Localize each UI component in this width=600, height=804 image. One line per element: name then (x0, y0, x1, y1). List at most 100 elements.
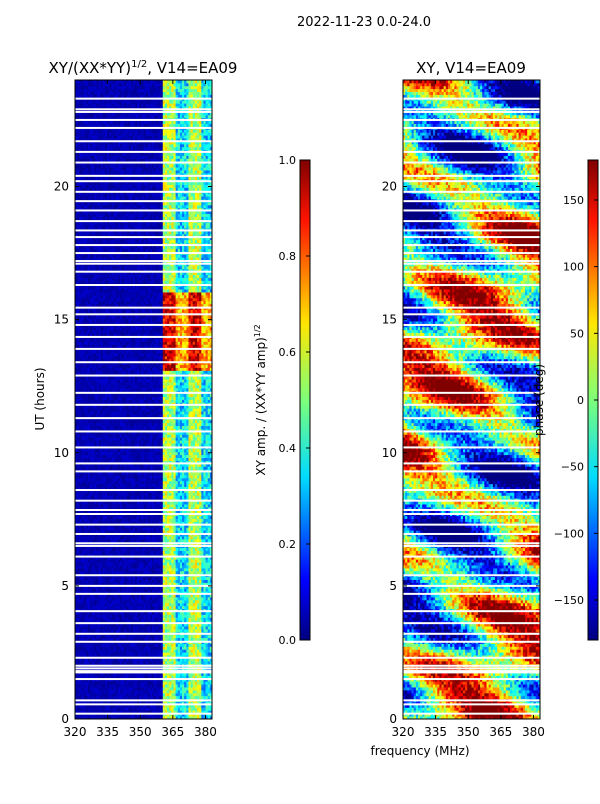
heatmap-cell (79, 695, 82, 700)
heatmap-cell (162, 605, 166, 610)
heatmap-cell (182, 623, 185, 627)
heatmap-cell (209, 681, 212, 685)
heatmap-cell (137, 655, 140, 659)
heatmap-cell (162, 599, 166, 604)
heatmap-cell (171, 617, 174, 621)
heatmap-cell (104, 594, 108, 598)
heatmap-cell (141, 655, 144, 659)
heatmap-cell (77, 605, 80, 610)
heatmap-cell (149, 643, 153, 647)
heatmap-cell (203, 681, 206, 685)
heatmap-cell (117, 660, 121, 665)
heatmap-cell (190, 649, 194, 653)
heatmap-cell (107, 605, 110, 610)
heatmap-cell (205, 634, 209, 639)
heatmap-cell (107, 614, 110, 618)
heatmap-cell (100, 681, 104, 685)
heatmap-cell (100, 701, 104, 705)
heatmap-cell (79, 707, 82, 711)
heatmap-cell (92, 611, 95, 615)
heatmap-cell (162, 620, 166, 624)
heatmap-cell (156, 652, 159, 656)
heatmap-cell (182, 617, 185, 621)
heatmap-cell (167, 605, 170, 610)
heatmap-cell (109, 707, 112, 711)
heatmap-cell (160, 591, 164, 595)
heatmap-cell (130, 687, 134, 691)
heatmap-cell (143, 672, 147, 676)
heatmap-cell (184, 658, 187, 662)
heatmap-cell (77, 695, 80, 700)
heatmap-cell (96, 672, 99, 676)
heatmap-cell (128, 646, 132, 650)
heatmap-cell (94, 689, 97, 694)
heatmap-cell (100, 707, 104, 711)
heatmap-cell (169, 716, 172, 719)
heatmap-cell (98, 591, 102, 595)
heatmap-cell (175, 692, 179, 697)
heatmap-cell (139, 710, 142, 714)
heatmap-cell (113, 675, 117, 679)
heatmap-cell (199, 611, 202, 615)
heatmap-cell (175, 684, 179, 688)
heatmap-cell (175, 681, 179, 685)
heatmap-cell (102, 617, 106, 621)
heatmap-cell (102, 655, 106, 659)
heatmap-cell (132, 643, 136, 647)
heatmap-cell (124, 588, 127, 592)
heatmap-cell (188, 658, 191, 662)
heatmap-cell (203, 704, 206, 708)
heatmap-cell (199, 695, 202, 700)
heatmap-cell (128, 687, 132, 691)
heatmap-cell (186, 611, 189, 615)
heatmap-cell (94, 660, 97, 665)
heatmap-cell (111, 660, 114, 665)
heatmap-cell (182, 628, 185, 633)
heatmap-cell (171, 707, 174, 711)
heatmap-cell (192, 710, 196, 714)
heatmap-cell (137, 689, 140, 694)
heatmap-cell (197, 623, 200, 627)
heatmap-cell (77, 692, 80, 697)
heatmap-cell (79, 628, 82, 633)
heatmap-cell (145, 689, 149, 694)
heatmap-cell (98, 672, 102, 676)
heatmap-cell (85, 626, 89, 630)
heatmap-cell (158, 628, 162, 633)
heatmap-cell (207, 701, 211, 705)
heatmap-cell (205, 617, 209, 621)
heatmap-cell (85, 660, 89, 665)
heatmap-cell (77, 617, 80, 621)
heatmap-cell (203, 701, 206, 705)
heatmap-cell (184, 660, 187, 665)
heatmap-cell (182, 684, 185, 688)
heatmap-cell (137, 591, 140, 595)
heatmap-cell (102, 713, 106, 717)
heatmap-cell (169, 594, 172, 598)
heatmap-cell (194, 588, 198, 592)
heatmap-cell (139, 646, 142, 650)
heatmap-cell (122, 672, 125, 676)
heatmap-cell (81, 605, 84, 610)
heatmap-cell (147, 689, 151, 694)
heatmap-cell (92, 614, 95, 618)
heatmap-cell (126, 675, 129, 679)
heatmap-cell (109, 588, 112, 592)
heatmap-cell (79, 614, 82, 618)
heatmap-cell (179, 623, 183, 627)
heatmap-cell (83, 617, 87, 621)
heatmap-cell (182, 599, 185, 604)
heatmap-cell (85, 620, 89, 624)
heatmap-cell (102, 649, 106, 653)
heatmap-cell (124, 628, 127, 633)
heatmap-cell (201, 710, 204, 714)
heatmap-cell (89, 588, 93, 592)
heatmap-cell (149, 605, 153, 610)
heatmap-cell (190, 643, 194, 647)
heatmap-cell (169, 620, 172, 624)
heatmap-cell (197, 716, 200, 719)
heatmap-cell (132, 684, 136, 688)
heatmap-cell (115, 602, 119, 607)
heatmap-cell (94, 623, 97, 627)
heatmap-cell (109, 626, 112, 630)
